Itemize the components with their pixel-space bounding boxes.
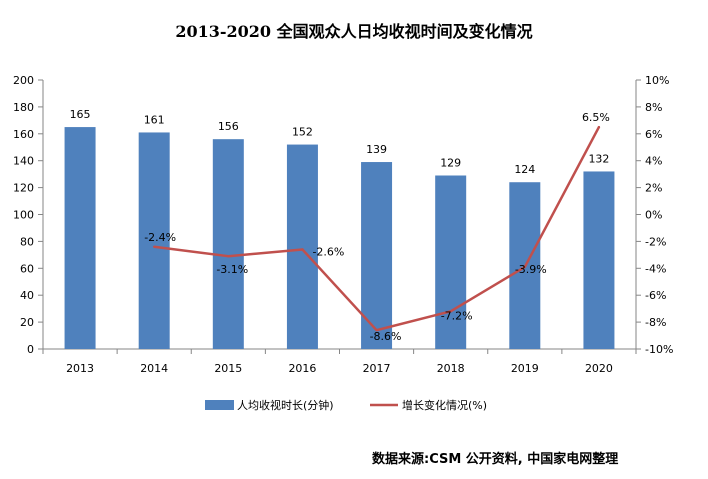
bar [435, 175, 467, 349]
x-tick-label: 2015 [214, 362, 242, 375]
line-data-label: -3.9% [515, 263, 547, 276]
line-series: -2.4% -3.1% -2.6% -8.6% -7.2% -3.9% 6.5% [144, 111, 610, 343]
y-left-tick-label: 20 [20, 316, 34, 329]
bar [583, 171, 615, 349]
y-left-tick-label: 60 [20, 262, 34, 275]
y-right-tick-label: 8% [645, 101, 662, 114]
line-data-label: -7.2% [441, 309, 473, 322]
bar-data-label: 152 [292, 126, 313, 139]
line-point [152, 245, 156, 248]
bar-data-label: 156 [218, 120, 239, 133]
y-right-tick-label: 0% [645, 209, 662, 222]
line-data-label: -2.6% [312, 245, 344, 258]
y-right-tick-label: 10% [645, 74, 669, 87]
bar [286, 144, 318, 349]
chart-legend: 人均收视时长(分钟) 增长变化情况(%) [205, 398, 487, 412]
bar-data-label: 139 [366, 143, 387, 156]
line-point [375, 328, 378, 332]
y-right-tick-label: -10% [645, 343, 673, 356]
y-right-tick-label: 4% [645, 155, 662, 168]
line-data-label: -8.6% [370, 330, 402, 343]
line-data-label: -2.4% [144, 231, 176, 244]
source-note: 数据来源:CSM 公开资料, 中国家电网整理 [372, 452, 619, 467]
bar [212, 139, 244, 349]
x-tick-label: 2014 [140, 362, 168, 375]
y-left-tick-label: 40 [20, 289, 34, 302]
bar-data-label: 165 [70, 108, 91, 121]
bar-data-label: 161 [144, 113, 165, 126]
bar-data-label: 129 [440, 156, 461, 169]
y-right-tick-label: -6% [645, 289, 666, 302]
y-left-tick-label: 180 [13, 101, 34, 114]
bar-series: 165 161 156 152 139 129 124 132 [64, 108, 615, 349]
y-left-tick-label: 140 [13, 155, 34, 168]
y-right-tick-label: -8% [645, 316, 666, 329]
bar [361, 162, 393, 349]
line-data-label: 6.5% [582, 111, 610, 124]
line-point [597, 125, 601, 129]
legend-line-label: 增长变化情况(%) [402, 398, 487, 412]
y-right-tick-label: 6% [645, 128, 662, 141]
bar-data-label: 132 [588, 152, 609, 165]
line-point [301, 248, 304, 251]
bar [64, 127, 96, 349]
x-tick-label: 2017 [363, 362, 391, 375]
y-left-tick-label: 200 [13, 74, 34, 87]
x-tick-label: 2013 [66, 362, 94, 375]
y-left-tick-label: 160 [13, 128, 34, 141]
y-left-tick-label: 0 [27, 343, 34, 356]
line-point [227, 254, 230, 258]
line-data-label: -3.1% [216, 263, 248, 276]
y-right-tick-label: -2% [645, 235, 666, 248]
x-tick-label: 2018 [437, 362, 465, 375]
bar-data-label: 124 [514, 163, 535, 176]
line-point [449, 310, 452, 313]
x-tick-label: 2020 [585, 362, 613, 375]
y-right-tick-label: 2% [645, 182, 662, 195]
legend-bar-swatch [205, 400, 234, 410]
legend-bar-label: 人均收视时长(分钟) [237, 398, 334, 412]
x-tick-label: 2016 [288, 362, 316, 375]
y-left-tick-label: 100 [13, 209, 34, 222]
x-tick-label: 2019 [511, 362, 539, 375]
y-right-tick-label: -4% [645, 262, 666, 275]
chart-axes: 0 20 40 60 80 100 120 140 160 180 200 -10% -8% -6% -4%… [13, 74, 673, 375]
chart-title: 2013-2020 全国观众人日均收视时间及变化情况 [175, 22, 533, 41]
line-point [523, 265, 527, 269]
y-left-tick-label: 120 [13, 182, 34, 195]
y-left-tick-label: 80 [20, 235, 34, 248]
bar [138, 132, 170, 349]
